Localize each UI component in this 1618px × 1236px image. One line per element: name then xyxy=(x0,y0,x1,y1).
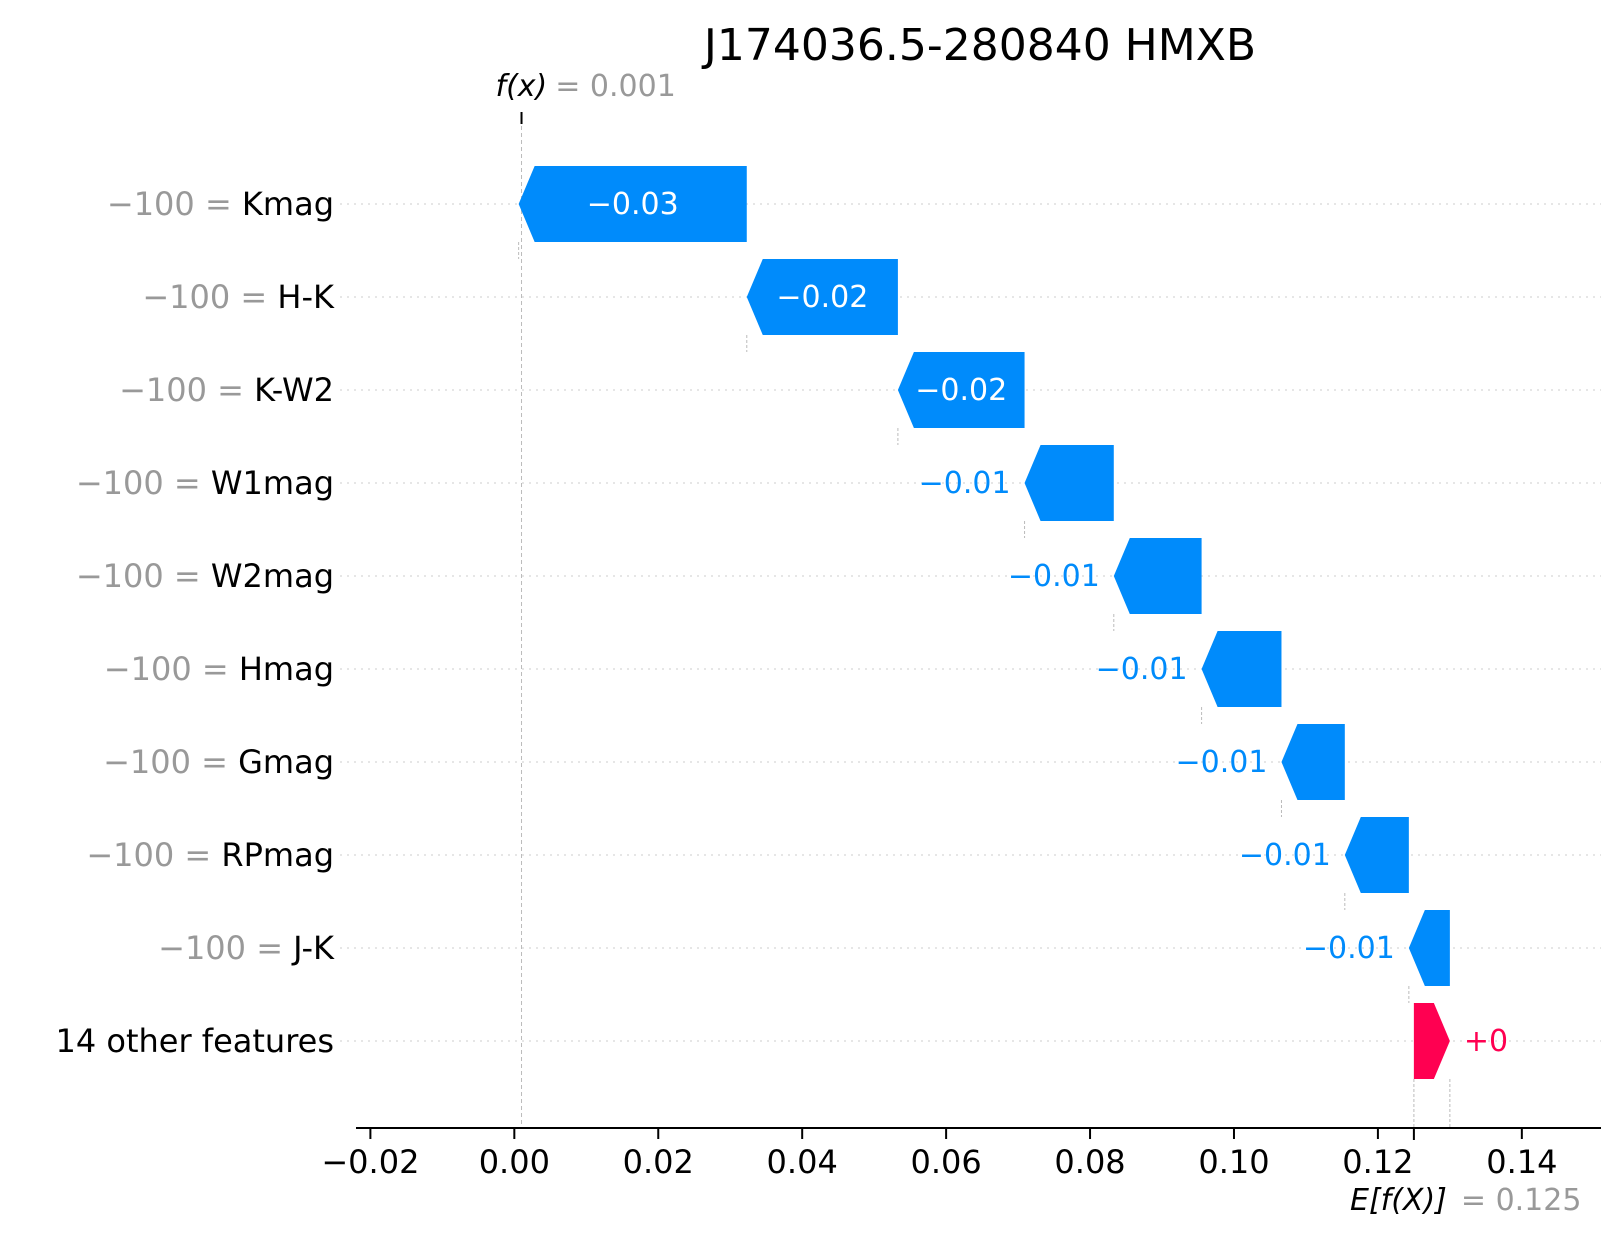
feature-label: −100 = K-W2 xyxy=(119,371,334,409)
feature-name: K-W2 xyxy=(254,371,334,409)
bar-k-w2 xyxy=(897,352,1025,428)
fx-annotation: f(x) = 0.001 xyxy=(496,69,676,104)
feature-label: −100 = Kmag xyxy=(107,185,334,223)
feature-name: 14 other features xyxy=(55,1022,334,1060)
feature-name: J-K xyxy=(291,929,335,967)
x-tick-label: 0.00 xyxy=(479,1143,550,1181)
feature-name: W1mag xyxy=(211,464,334,502)
feature-value: −100 = xyxy=(119,371,254,409)
bar-value-label: −0.01 xyxy=(1303,931,1395,966)
bar-w2mag xyxy=(1113,538,1202,614)
x-tick-label: 0.06 xyxy=(910,1143,981,1181)
feature-label: −100 = RPmag xyxy=(86,836,334,874)
x-tick-label: 0.14 xyxy=(1486,1143,1557,1181)
bar-rpmag xyxy=(1344,817,1409,893)
bar-value-label: −0.02 xyxy=(776,280,868,315)
bar-kmag xyxy=(518,166,747,242)
reference-lines xyxy=(518,112,1451,1140)
feature-label: −100 = W1mag xyxy=(76,464,334,502)
bar-value-label: −0.01 xyxy=(1008,559,1100,594)
x-tick-label: 0.12 xyxy=(1342,1143,1413,1181)
feature-name: Kmag xyxy=(242,185,334,223)
feature-label: −100 = Hmag xyxy=(104,650,334,688)
bars: −0.03 −0.02 −0.02 −0.01 −0.01 −0.01 −0.01 −0.01… xyxy=(518,166,1508,1079)
bar-w1mag xyxy=(1024,445,1114,521)
bar-value-label: −0.01 xyxy=(1239,838,1331,873)
feature-name: Gmag xyxy=(238,743,334,781)
bar-value-label: −0.03 xyxy=(587,187,679,222)
x-tick-label: −0.02 xyxy=(321,1143,419,1181)
feature-value: −100 = xyxy=(107,185,242,223)
feature-value: −100 = xyxy=(86,836,221,874)
x-tick-label: 0.10 xyxy=(1198,1143,1269,1181)
feature-value: −100 = xyxy=(103,743,238,781)
feature-name: H-K xyxy=(277,278,335,316)
feature-label: −100 = Gmag xyxy=(103,743,334,781)
feature-value: −100 = xyxy=(142,278,277,316)
feature-value: −100 = xyxy=(76,464,211,502)
feature-value: −100 = xyxy=(76,557,211,595)
bar-value-label: −0.01 xyxy=(1096,652,1188,687)
feature-value: −100 = xyxy=(104,650,239,688)
fx-name: f(x) xyxy=(496,69,548,104)
base-value-name: E[f(X)] xyxy=(1350,1183,1447,1218)
feature-label: 14 other features xyxy=(55,1022,334,1060)
x-axis-ticks: −0.02 0.00 0.02 0.04 0.06 0.08 0.10 0.12 0.14 xyxy=(321,1128,1557,1181)
bar-j-k xyxy=(1408,910,1450,986)
bar-value-label: +0 xyxy=(1464,1024,1508,1059)
y-labels: −100 = Kmag−100 = H-K−100 = K-W2−100 = W… xyxy=(55,185,335,1060)
bar-hmag xyxy=(1201,631,1282,707)
feature-name: RPmag xyxy=(221,836,334,874)
feature-name: W2mag xyxy=(211,557,334,595)
feature-label: −100 = W2mag xyxy=(76,557,334,595)
bar-value-label: −0.01 xyxy=(1176,745,1268,780)
x-tick-label: 0.02 xyxy=(623,1143,694,1181)
feature-name: Hmag xyxy=(239,650,334,688)
x-tick-label: 0.08 xyxy=(1054,1143,1125,1181)
base-value-value: = 0.125 xyxy=(1461,1183,1582,1218)
feature-label: −100 = J-K xyxy=(158,929,335,967)
bar-14-other-features xyxy=(1413,1003,1450,1079)
grid-lines xyxy=(340,203,1601,1042)
bar-value-label: −0.02 xyxy=(915,373,1007,408)
bar-value-label: −0.01 xyxy=(919,466,1011,501)
bar-h-k xyxy=(746,259,898,335)
feature-value: −100 = xyxy=(158,929,293,967)
fx-label: f(x) = 0.001 xyxy=(496,69,676,104)
chart-title: J174036.5-280840 HMXB xyxy=(701,20,1256,71)
x-tick-label: 0.04 xyxy=(767,1143,838,1181)
fx-value: = 0.001 xyxy=(555,69,676,104)
feature-label: −100 = H-K xyxy=(142,278,335,316)
base-value-label: E[f(X)] = 0.125 xyxy=(1350,1183,1581,1218)
bar-gmag xyxy=(1281,724,1345,800)
base-value-annotation: E[f(X)] = 0.125 xyxy=(1350,1183,1581,1218)
